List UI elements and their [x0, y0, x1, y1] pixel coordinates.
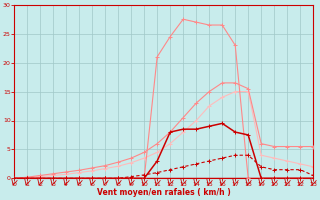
X-axis label: Vent moyen/en rafales ( km/h ): Vent moyen/en rafales ( km/h ) [97, 188, 230, 197]
